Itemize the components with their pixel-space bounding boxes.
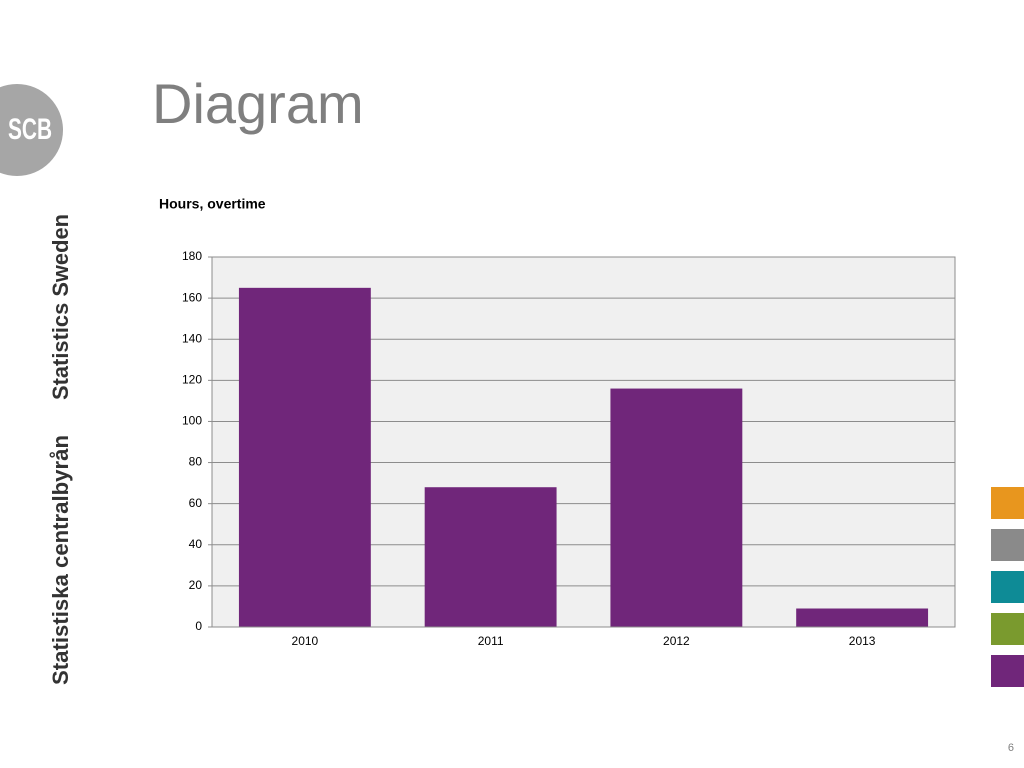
bar xyxy=(796,608,929,627)
bar xyxy=(424,487,557,627)
logo-circle xyxy=(0,84,63,176)
bar xyxy=(238,287,371,627)
y-tick-label: 40 xyxy=(189,537,203,551)
y-tick-label: 180 xyxy=(182,249,202,263)
deco-square xyxy=(991,529,1024,561)
y-tick-label: 100 xyxy=(182,414,202,428)
y-tick-label: 140 xyxy=(182,331,202,345)
y-tick-label: 20 xyxy=(189,578,203,592)
x-tick-label: 2011 xyxy=(478,634,504,648)
brand-name-sv: Statistiska centralbyrån xyxy=(48,435,73,685)
deco-square xyxy=(991,613,1024,645)
x-tick-label: 2010 xyxy=(292,634,319,648)
y-tick-label: 160 xyxy=(182,290,202,304)
y-tick-label: 120 xyxy=(182,373,202,387)
deco-square xyxy=(991,487,1024,519)
chart-title: Hours, overtime xyxy=(159,196,266,212)
deco-square xyxy=(991,571,1024,603)
brand-name-en: Statistics Sweden xyxy=(48,214,73,400)
y-tick-label: 0 xyxy=(195,619,202,633)
slide-title: Diagram xyxy=(152,72,364,135)
logo-text: SCB xyxy=(8,113,52,146)
y-tick-label: 60 xyxy=(189,496,203,510)
page-number: 6 xyxy=(1008,742,1014,754)
deco-square xyxy=(991,655,1024,687)
y-tick-label: 80 xyxy=(189,455,203,469)
bar xyxy=(610,388,743,627)
x-tick-label: 2013 xyxy=(849,634,876,648)
x-tick-label: 2012 xyxy=(663,634,690,648)
